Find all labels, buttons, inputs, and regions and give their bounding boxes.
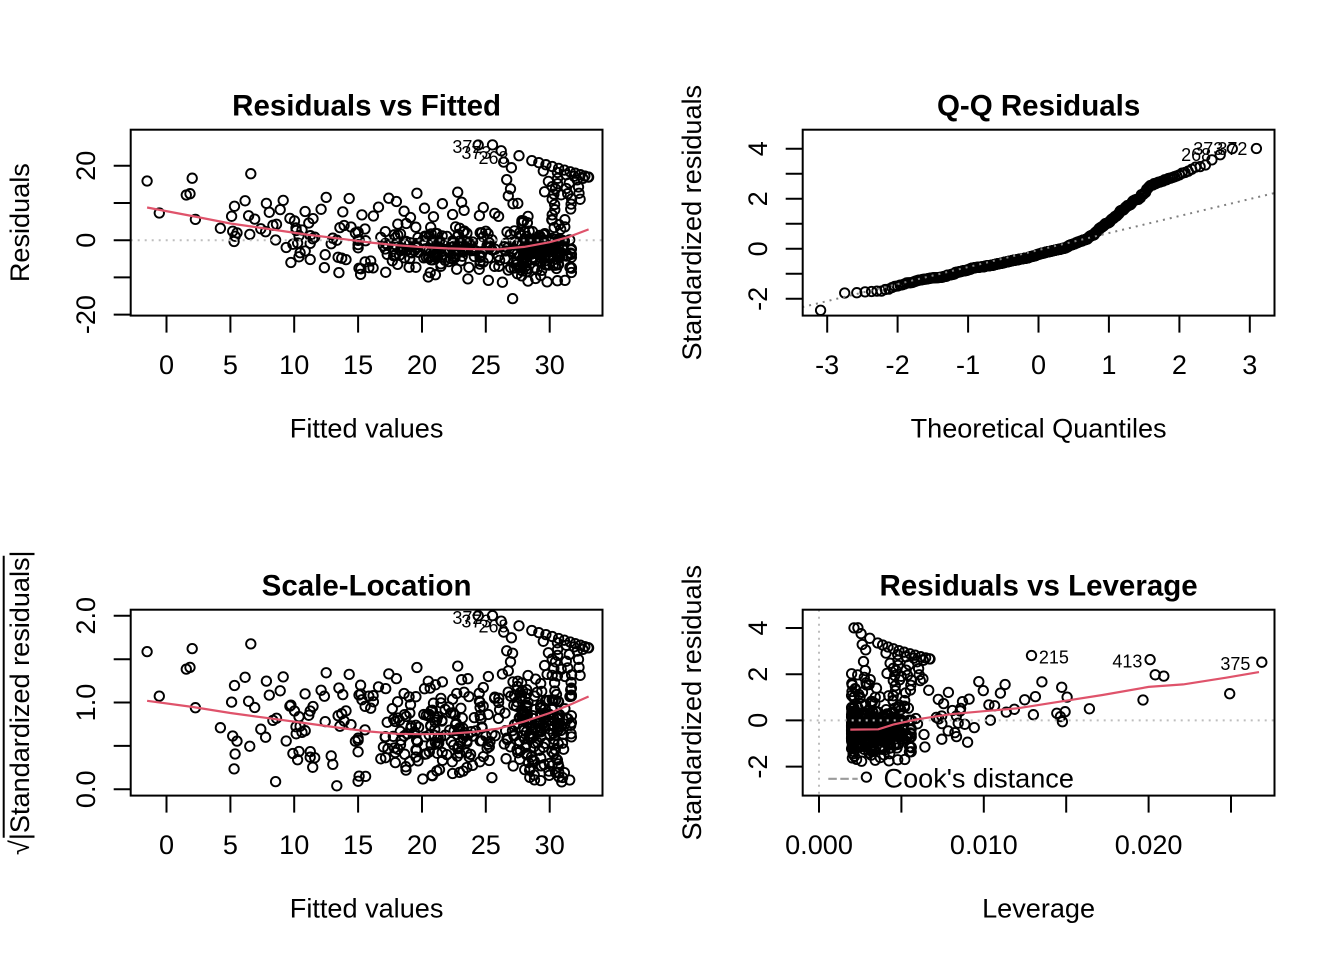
svg-text:372: 372 — [452, 608, 482, 628]
svg-text:1: 1 — [1101, 349, 1116, 380]
svg-text:Q-Q Residuals: Q-Q Residuals — [937, 90, 1140, 123]
svg-text:Fitted values: Fitted values — [290, 413, 444, 444]
svg-text:0: 0 — [742, 241, 773, 256]
svg-text:0: 0 — [159, 349, 174, 380]
svg-text:20: 20 — [407, 349, 437, 380]
svg-text:373: 373 — [1193, 139, 1223, 159]
svg-text:-2: -2 — [886, 349, 910, 380]
svg-text:373: 373 — [461, 143, 491, 163]
svg-text:268: 268 — [1181, 145, 1211, 165]
svg-text:Leverage: Leverage — [982, 893, 1095, 924]
svg-text:2: 2 — [742, 191, 773, 206]
svg-text:4: 4 — [742, 620, 773, 635]
svg-text:2: 2 — [1172, 349, 1187, 380]
svg-text:0.0: 0.0 — [70, 770, 101, 808]
svg-text:0.000: 0.000 — [785, 829, 853, 860]
svg-text:3: 3 — [1242, 349, 1257, 380]
svg-text:Standardized residuals: Standardized residuals — [676, 565, 707, 841]
svg-text:-3: -3 — [815, 349, 839, 380]
svg-text:Standardized residuals: Standardized residuals — [676, 85, 707, 361]
svg-text:2.0: 2.0 — [70, 597, 101, 635]
svg-text:25: 25 — [471, 829, 501, 860]
svg-text:20: 20 — [407, 829, 437, 860]
svg-text:10: 10 — [279, 349, 309, 380]
svg-text:25: 25 — [471, 349, 501, 380]
svg-text:Residuals vs Fitted: Residuals vs Fitted — [232, 90, 501, 123]
svg-text:Cook's distance: Cook's distance — [884, 763, 1074, 794]
svg-text:5: 5 — [223, 829, 238, 860]
svg-text:Scale-Location: Scale-Location — [262, 570, 472, 603]
svg-text:375: 375 — [1220, 654, 1250, 674]
svg-text:373: 373 — [461, 612, 491, 632]
svg-text:-2: -2 — [742, 287, 773, 311]
svg-text:20: 20 — [70, 151, 101, 181]
svg-text:4: 4 — [742, 141, 773, 156]
svg-text:0: 0 — [70, 233, 101, 248]
svg-text:268: 268 — [478, 148, 508, 168]
svg-text:√|Standardized residuals|: √|Standardized residuals| — [4, 550, 35, 855]
svg-text:Fitted values: Fitted values — [290, 893, 444, 924]
svg-text:372: 372 — [1217, 139, 1247, 159]
svg-text:Theoretical Quantiles: Theoretical Quantiles — [911, 413, 1167, 444]
svg-text:-1: -1 — [956, 349, 980, 380]
svg-text:0.010: 0.010 — [950, 829, 1018, 860]
svg-text:Residuals: Residuals — [4, 163, 35, 282]
svg-text:413: 413 — [1112, 652, 1142, 672]
svg-text:5: 5 — [223, 349, 238, 380]
svg-text:372: 372 — [452, 137, 482, 157]
svg-text:15: 15 — [343, 349, 373, 380]
svg-text:0: 0 — [159, 829, 174, 860]
svg-text:15: 15 — [343, 829, 373, 860]
svg-text:0: 0 — [742, 713, 773, 728]
svg-text:-2: -2 — [742, 755, 773, 779]
svg-text:215: 215 — [1039, 648, 1069, 668]
svg-text:0.020: 0.020 — [1115, 829, 1183, 860]
svg-text:268: 268 — [478, 617, 508, 637]
svg-text:10: 10 — [279, 829, 309, 860]
svg-text:30: 30 — [535, 829, 565, 860]
svg-text:2: 2 — [742, 667, 773, 682]
svg-text:0: 0 — [1031, 349, 1046, 380]
svg-text:Residuals vs Leverage: Residuals vs Leverage — [880, 570, 1198, 603]
svg-text:1.0: 1.0 — [70, 684, 101, 722]
svg-text:-20: -20 — [70, 295, 101, 334]
svg-text:30: 30 — [535, 349, 565, 380]
